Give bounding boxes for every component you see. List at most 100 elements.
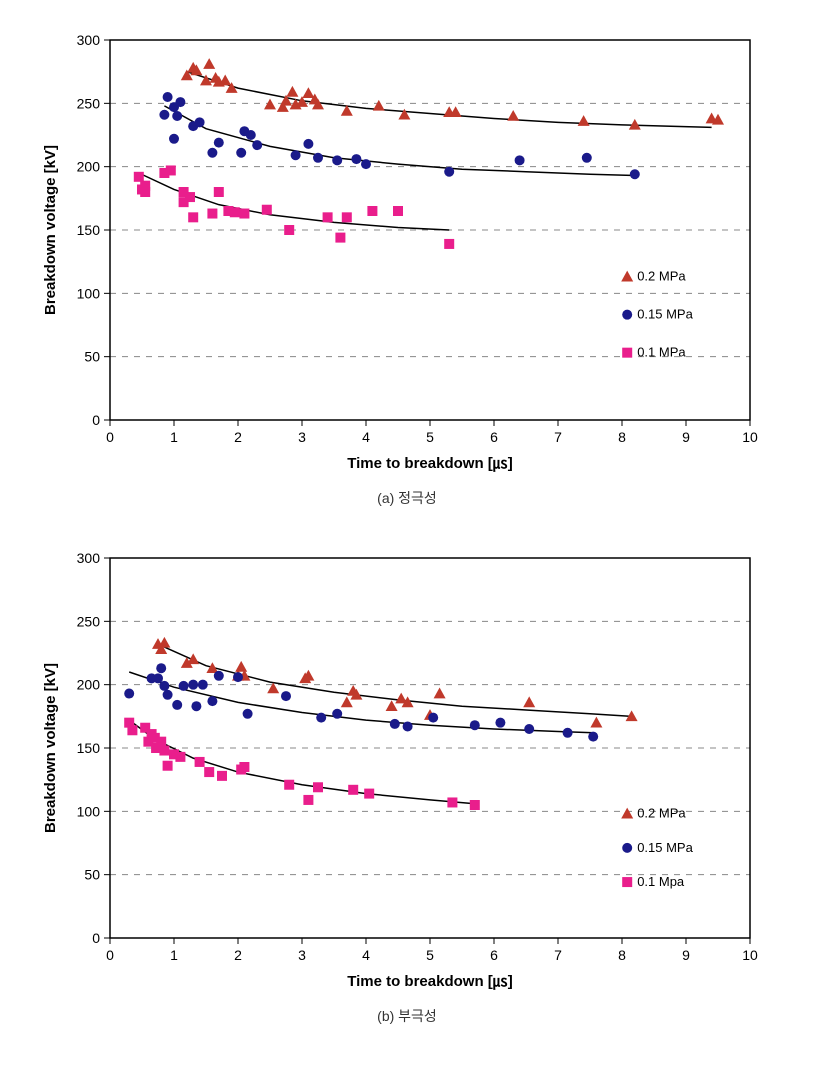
ytick-label: 50 <box>84 867 100 883</box>
marker-square <box>348 785 358 795</box>
marker-circle <box>588 732 598 742</box>
marker-circle <box>191 701 201 711</box>
xtick-label: 6 <box>490 947 498 963</box>
marker-triangle <box>373 100 385 111</box>
fit-line <box>158 644 632 716</box>
marker-circle <box>390 719 400 729</box>
marker-circle <box>214 138 224 148</box>
marker-triangle <box>302 87 314 98</box>
xtick-label: 6 <box>490 429 498 445</box>
marker-circle <box>175 97 185 107</box>
marker-square <box>230 207 240 217</box>
marker-square <box>323 212 333 222</box>
marker-circle <box>159 110 169 120</box>
marker-square <box>303 795 313 805</box>
marker-square <box>159 746 169 756</box>
chart-b-svg: 012345678910050100150200250300Time to br… <box>20 538 780 998</box>
marker-circle <box>582 153 592 163</box>
marker-square <box>284 225 294 235</box>
chart-a-container: 012345678910050100150200250300Time to br… <box>20 20 794 508</box>
x-axis-label: Time to breakdown [㎲] <box>347 973 513 991</box>
xtick-label: 1 <box>170 947 178 963</box>
marker-square <box>262 205 272 215</box>
ytick-label: 0 <box>92 412 100 428</box>
marker-square <box>313 782 323 792</box>
marker-square <box>175 752 185 762</box>
legend-label: 0.2 MPa <box>637 806 686 821</box>
marker-circle <box>153 673 163 683</box>
ytick-label: 50 <box>84 349 100 365</box>
y-axis-label: Breakdown voltage [kV] <box>42 663 59 833</box>
marker-circle <box>246 130 256 140</box>
marker-square <box>163 761 173 771</box>
ytick-label: 250 <box>77 613 101 629</box>
marker-circle <box>291 150 301 160</box>
marker-circle <box>622 843 632 853</box>
marker-circle <box>169 134 179 144</box>
x-axis-label: Time to breakdown [㎲] <box>347 455 513 473</box>
ytick-label: 100 <box>77 803 101 819</box>
xtick-label: 9 <box>682 429 690 445</box>
marker-circle <box>172 700 182 710</box>
marker-circle <box>252 140 262 150</box>
chart-a-subtitle: (a) 정극성 <box>20 488 794 508</box>
xtick-label: 7 <box>554 947 562 963</box>
marker-circle <box>124 689 134 699</box>
xtick-label: 3 <box>298 947 306 963</box>
ytick-label: 150 <box>77 740 101 756</box>
marker-circle <box>207 696 217 706</box>
marker-circle <box>243 709 253 719</box>
marker-square <box>444 239 454 249</box>
marker-circle <box>524 724 534 734</box>
marker-circle <box>163 92 173 102</box>
y-axis-label: Breakdown voltage [kV] <box>42 145 59 315</box>
marker-triangle <box>523 696 535 707</box>
marker-triangle <box>386 700 398 711</box>
fit-line <box>187 72 712 128</box>
legend-label: 0.1 Mpa <box>637 874 685 889</box>
marker-square <box>393 206 403 216</box>
legend-label: 0.1 MPa <box>637 345 686 360</box>
xtick-label: 8 <box>618 429 626 445</box>
ytick-label: 200 <box>77 159 101 175</box>
xtick-label: 9 <box>682 947 690 963</box>
marker-square <box>195 757 205 767</box>
marker-square <box>204 767 214 777</box>
marker-square <box>140 181 150 191</box>
xtick-label: 7 <box>554 429 562 445</box>
marker-triangle <box>286 86 298 97</box>
marker-circle <box>515 155 525 165</box>
xtick-label: 0 <box>106 947 114 963</box>
marker-square <box>207 209 217 219</box>
marker-square <box>214 187 224 197</box>
marker-circle <box>332 155 342 165</box>
marker-square <box>166 165 176 175</box>
marker-circle <box>159 681 169 691</box>
marker-triangle <box>434 688 446 699</box>
xtick-label: 4 <box>362 947 370 963</box>
xtick-label: 8 <box>618 947 626 963</box>
marker-circle <box>156 663 166 673</box>
fit-line <box>164 106 634 176</box>
chart-a-svg: 012345678910050100150200250300Time to br… <box>20 20 780 480</box>
marker-triangle <box>398 109 410 120</box>
marker-square <box>185 192 195 202</box>
marker-square <box>335 233 345 243</box>
marker-triangle <box>267 682 279 693</box>
marker-circle <box>236 148 246 158</box>
marker-square <box>156 737 166 747</box>
marker-triangle <box>578 115 590 126</box>
marker-triangle <box>507 110 519 121</box>
marker-square <box>284 780 294 790</box>
marker-square <box>622 877 632 887</box>
marker-circle <box>332 709 342 719</box>
marker-circle <box>179 681 189 691</box>
xtick-label: 10 <box>742 947 758 963</box>
marker-square <box>127 725 137 735</box>
ytick-label: 250 <box>77 95 101 111</box>
chart-b-subtitle: (b) 부극성 <box>20 1006 794 1026</box>
marker-triangle <box>203 58 215 69</box>
marker-circle <box>188 680 198 690</box>
marker-circle <box>198 680 208 690</box>
marker-square <box>622 348 632 358</box>
